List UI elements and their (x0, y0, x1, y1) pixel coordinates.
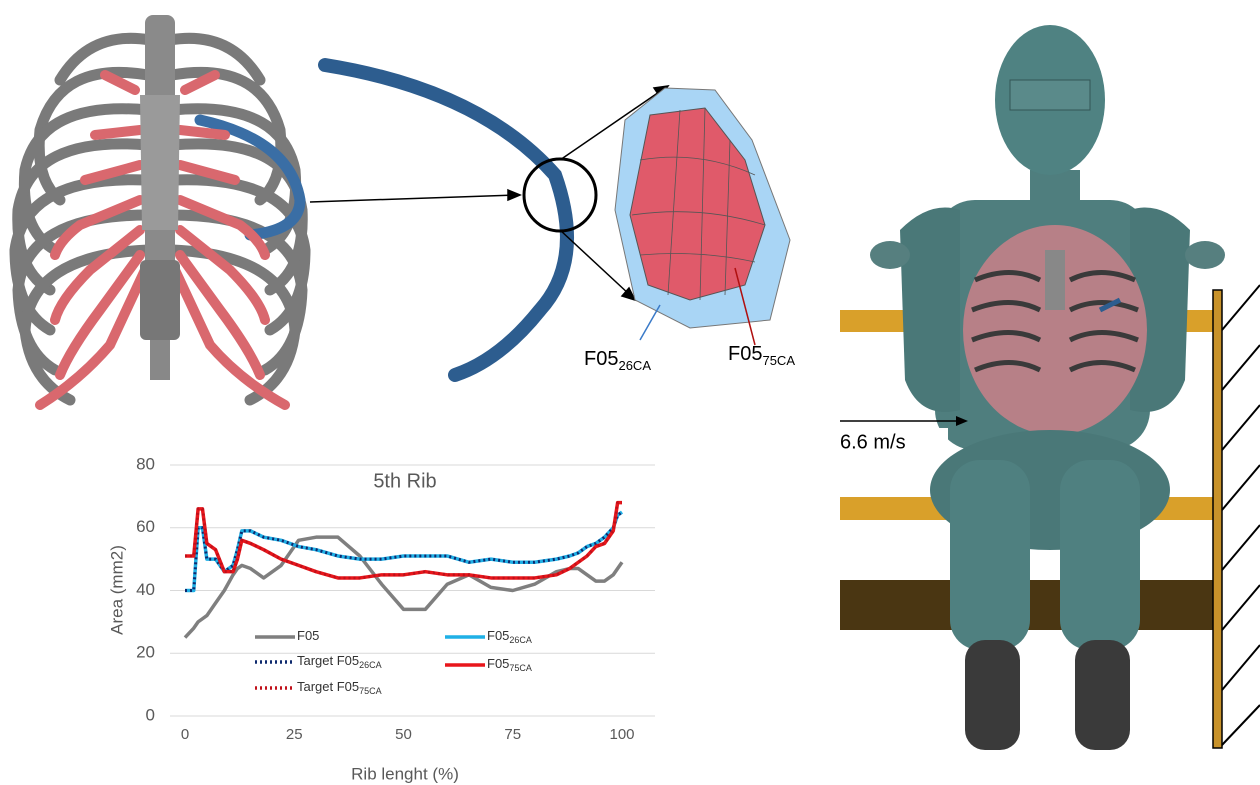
legend-subscript: 75CA (509, 663, 532, 673)
rib-cage (15, 15, 305, 405)
page: F0526CA F0575CA (0, 0, 1260, 785)
legend-name: F05 (487, 628, 509, 643)
legend-label: Target F0575CA (297, 679, 382, 696)
outer-label: F0526CA (584, 348, 651, 373)
figure: F0526CA F0575CA (0, 0, 1260, 785)
legend-subscript: 75CA (359, 686, 382, 696)
y-axis-label: Area (mm2) (107, 545, 126, 635)
x-tick-label: 0 (181, 726, 189, 743)
legend-name: F05 (297, 628, 319, 643)
label-subscript: 75CA (762, 353, 795, 368)
series-line (185, 503, 622, 578)
label-subscript: 26CA (618, 358, 651, 373)
series-line (185, 537, 622, 637)
y-tick-label: 40 (136, 580, 155, 599)
legend-name: Target F05 (297, 679, 359, 694)
dummy-scene (840, 25, 1260, 750)
y-tick-label: 60 (136, 517, 155, 536)
legend-subscript: 26CA (359, 660, 382, 670)
y-tick-label: 0 (146, 705, 155, 724)
label-name: F05 (728, 343, 762, 365)
cross-section (615, 88, 790, 345)
series-line (185, 512, 622, 590)
series-line (185, 503, 622, 578)
legend-label: F0575CA (487, 656, 532, 673)
velocity-label: 6.6 m/s (840, 431, 906, 453)
isolated-rib (325, 65, 567, 375)
legend-label: F0526CA (487, 628, 532, 645)
x-tick-label: 75 (504, 726, 521, 743)
legend-label: Target F0526CA (297, 653, 382, 670)
chart-title: 5th Rib (373, 470, 436, 492)
series-line (185, 512, 622, 590)
x-axis-label: Rib lenght (%) (351, 764, 459, 783)
x-tick-label: 100 (609, 726, 634, 743)
legend-name: Target F05 (297, 653, 359, 668)
legend-name: F05 (487, 656, 509, 671)
label-name: F05 (584, 348, 618, 370)
y-tick-label: 80 (136, 454, 155, 473)
x-tick-label: 50 (395, 726, 412, 743)
x-tick-label: 25 (286, 726, 303, 743)
legend-subscript: 26CA (509, 635, 532, 645)
y-tick-label: 20 (136, 643, 155, 662)
inner-label: F0575CA (728, 343, 795, 368)
legend-label: F05 (297, 628, 319, 643)
